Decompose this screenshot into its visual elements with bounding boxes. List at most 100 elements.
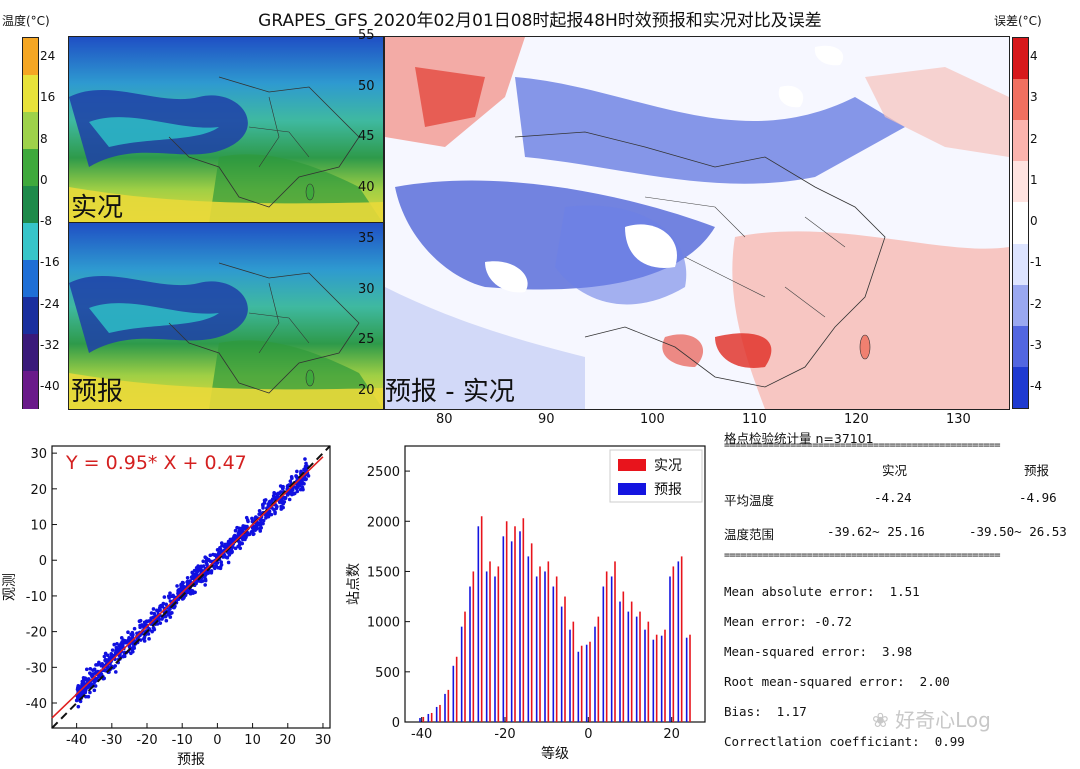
stats-header: 格点检验统计量 n=37101 — [724, 431, 874, 446]
scatter-point — [169, 594, 174, 599]
scatter-point — [240, 536, 244, 540]
scatter-point — [112, 642, 117, 647]
histogram-bar — [497, 566, 500, 722]
scatter-point — [233, 546, 238, 551]
x-tick-label: 0 — [584, 727, 592, 742]
scatter-point — [107, 656, 112, 660]
histogram-bar — [569, 629, 571, 722]
histogram-bar — [439, 704, 441, 722]
scatter-point — [263, 498, 268, 502]
scatter-point — [83, 676, 88, 680]
histogram-bar — [614, 561, 616, 722]
scatter-point — [191, 591, 195, 595]
histogram-bar — [527, 556, 530, 722]
scatter-point — [259, 525, 264, 530]
scatter-point — [126, 637, 131, 642]
scatter-point — [115, 641, 119, 646]
scatter-point — [298, 487, 303, 492]
scatter-point — [103, 651, 108, 656]
wechat-icon: ❀ — [872, 708, 889, 732]
scatter-point — [122, 654, 127, 659]
scatter-point — [199, 579, 204, 583]
scatter-point — [140, 623, 144, 627]
scatter-point — [97, 662, 102, 666]
histogram-bar — [502, 536, 505, 722]
histogram-bar — [594, 626, 596, 722]
error-colorbar-tick-label: -4 — [1030, 379, 1042, 393]
histogram-bar — [564, 596, 566, 722]
scatter-point — [303, 457, 307, 461]
scatter-point — [127, 645, 132, 650]
scatter-point — [227, 549, 232, 554]
scatter-point — [126, 630, 130, 635]
scatter-point — [151, 615, 156, 620]
legend-label: 实况 — [654, 458, 682, 474]
stats-bias: Bias: 1.17 — [724, 704, 807, 719]
stats-panel: 格点检验统计量 n=37101 ========================… — [724, 428, 1074, 758]
stats-me: Mean error: -0.72 — [724, 614, 852, 629]
scatter-point — [218, 546, 222, 550]
y-tick-label: 0 — [39, 554, 47, 569]
temp-colorbar-tick-label: -40 — [40, 379, 60, 393]
scatter-point — [294, 486, 299, 491]
scatter-point — [295, 489, 300, 494]
scatter-point — [92, 688, 97, 693]
temp-colorbar-tick-label: -32 — [40, 337, 60, 352]
scatter-point — [257, 508, 262, 513]
diff-map-svg — [385, 37, 1009, 409]
y-tick-label: -30 — [26, 661, 47, 676]
error-colorbar-swatch — [1013, 161, 1028, 203]
error-colorbar-swatch — [1013, 284, 1028, 327]
temp-colorbar-tick-label: 16 — [40, 90, 56, 105]
stats-row2-label: 温度范围 — [724, 527, 775, 542]
histogram-bar — [605, 571, 608, 722]
scatter-point — [254, 522, 259, 527]
histogram-bar — [664, 629, 666, 722]
histogram-bar — [680, 556, 683, 722]
x-tick-label: 30 — [315, 733, 332, 748]
scatter-point — [208, 553, 213, 558]
scatter-point — [142, 635, 147, 640]
scatter-point — [306, 474, 311, 478]
histogram-bar — [577, 651, 580, 722]
histogram-bar — [485, 571, 488, 722]
obs-map-label: 实况 — [71, 193, 124, 223]
scatter-point — [261, 506, 265, 510]
lat-tick-label: 20 — [358, 383, 375, 398]
error-colorbar-tick-label: -1 — [1030, 255, 1042, 270]
stats-rmse: Root mean-squared error: 2.00 — [724, 674, 950, 689]
histogram-bar — [602, 586, 605, 722]
scatter-point — [102, 654, 107, 659]
histogram-bar — [514, 526, 516, 722]
histogram-bar — [544, 571, 546, 722]
scatter-point — [289, 474, 294, 479]
longitude-ticks: 80 90 100 110 120 130 — [384, 410, 1008, 430]
error-colorbar-ticks: 4 3 2 1 0 -1 -2 -3 -4 — [1028, 37, 1058, 409]
scatter-point — [215, 561, 220, 565]
histogram-bar — [647, 621, 650, 722]
scatter-point — [231, 536, 235, 541]
histogram-bar — [455, 656, 458, 722]
histogram-bar — [422, 716, 425, 722]
y-tick-label: 0 — [392, 716, 400, 731]
scatter-point — [121, 641, 126, 645]
temp-colorbar-label: 温度(°C) — [2, 14, 50, 28]
scatter-point — [88, 690, 92, 695]
fcst-map-svg — [69, 223, 383, 409]
obs-map-svg — [69, 37, 383, 223]
error-colorbar-swatch — [1013, 366, 1028, 409]
stats-col-fcst: 预报 — [1024, 463, 1050, 478]
histogram-bar — [510, 541, 513, 722]
histogram-bar — [660, 635, 663, 722]
x-tick-label: 20 — [663, 727, 680, 742]
histogram-bar — [505, 521, 508, 722]
scatter-point — [273, 511, 277, 516]
diff-map: 预报 - 实况 — [384, 36, 1010, 410]
scatter-point — [158, 621, 163, 625]
stats-mae: Mean absolute error: 1.51 — [724, 584, 920, 599]
scatter-point — [115, 650, 119, 654]
scatter-point — [185, 575, 190, 580]
scatter-point — [288, 491, 292, 496]
scatter-point — [295, 469, 299, 474]
